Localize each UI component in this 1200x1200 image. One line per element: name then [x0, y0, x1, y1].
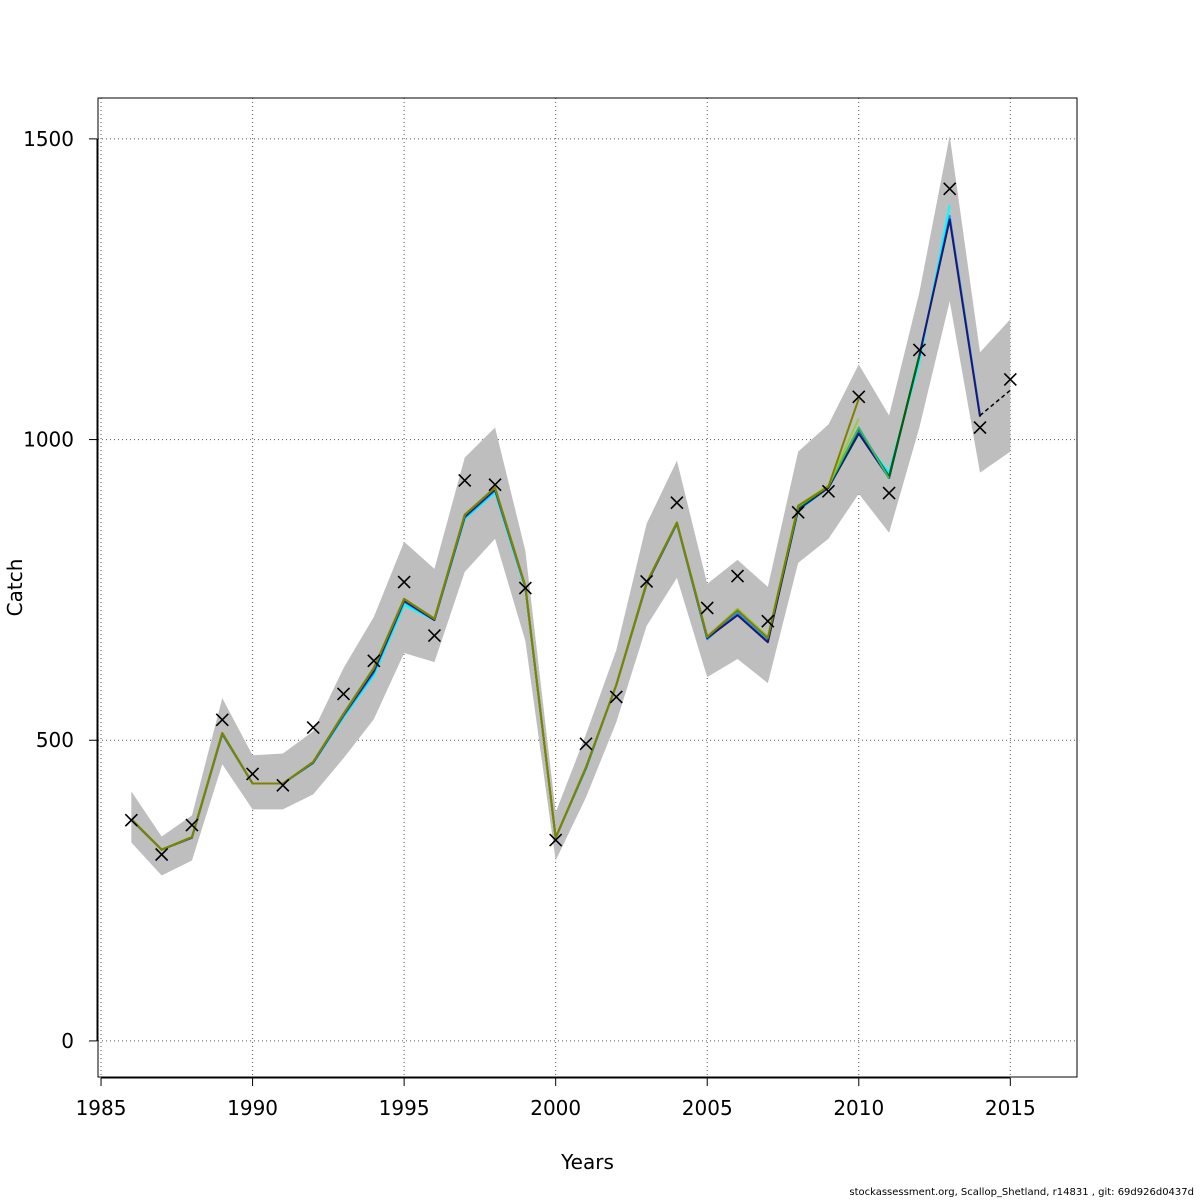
x-tick-label: 2005	[682, 1096, 733, 1120]
observed-point	[124, 813, 138, 827]
observed-point	[821, 484, 836, 498]
observed-point	[761, 614, 775, 628]
y-tick-label: 500	[36, 728, 74, 752]
observed-point	[640, 574, 654, 589]
y-axis-title: Catch	[3, 559, 27, 617]
x-tick-label: 1985	[76, 1096, 127, 1120]
confidence-band-layer	[131, 135, 1011, 876]
observed-point	[730, 569, 745, 583]
observed-point	[1003, 372, 1017, 386]
observed-point	[518, 581, 532, 595]
observed-point	[852, 390, 866, 404]
y-tick-label: 1500	[23, 127, 74, 151]
observed-point	[397, 575, 411, 589]
series-line-8	[130, 398, 860, 851]
x-tick-label: 2015	[985, 1096, 1036, 1120]
x-tick-label: 1990	[227, 1096, 278, 1120]
y-tick-label: 1000	[23, 428, 74, 452]
observed-point	[882, 486, 896, 500]
observed-point	[791, 505, 805, 519]
series-lines-layer	[130, 204, 1011, 851]
observed-point	[155, 847, 169, 862]
x-tick-label: 2010	[833, 1096, 884, 1120]
observed-point	[609, 690, 623, 704]
observed-point	[276, 778, 290, 792]
observed-point	[549, 833, 563, 847]
observed-point	[246, 767, 260, 781]
observed-point	[458, 473, 472, 488]
x-tick-label: 2000	[530, 1096, 581, 1120]
observed-point	[670, 496, 684, 510]
x-tick-label: 1995	[379, 1096, 430, 1120]
observed-point	[215, 713, 229, 727]
footer-credit: stockassessment.org, Scallop_Shetland, r…	[849, 1187, 1194, 1198]
observed-point	[912, 343, 926, 357]
observed-point	[336, 687, 351, 701]
confidence-band	[131, 135, 1011, 876]
observed-point	[943, 182, 957, 196]
observed-point	[185, 818, 199, 832]
observed-point	[700, 601, 714, 615]
observed-point	[579, 737, 593, 751]
observed-point	[367, 654, 381, 668]
observed-point	[427, 629, 442, 643]
axes: 1985 1990 1995 2000 2005 2010 2015 0 500 1000 1500	[23, 127, 1036, 1120]
observed-point	[306, 721, 320, 735]
observed-point	[973, 420, 987, 435]
y-tick-label: 0	[61, 1029, 74, 1053]
x-axis-title: Years	[560, 1150, 614, 1174]
plot-frame	[97, 97, 1078, 1078]
observed-point	[488, 478, 502, 492]
observed-markers-layer	[124, 182, 1017, 862]
